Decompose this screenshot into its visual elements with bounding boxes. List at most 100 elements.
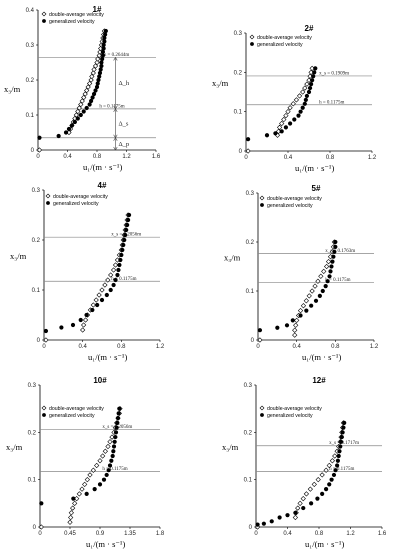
legend-marker-filled [260,203,264,207]
legend-marker-open [41,405,47,411]
data-point-double-average [87,80,93,87]
data-point-double-average [97,458,103,464]
chart-panel: 0 0.4 0.8 1.2 1.6 0 0.1 0.2 0.3 12# x₃/m u₁/(m · s⁻… [222,376,387,549]
x-tick-label: 0.45 [64,531,76,537]
data-point-generalized [96,77,101,83]
data-point-generalized [255,522,260,527]
data-point-generalized [340,430,345,435]
data-point-generalized [113,277,118,283]
data-point-generalized [87,102,92,107]
data-point-generalized [81,109,86,114]
data-point-generalized [84,312,89,318]
data-point-generalized [323,284,328,289]
data-point-generalized [337,449,342,454]
data-point-generalized [329,477,334,482]
data-point-double-average [325,258,332,265]
data-point-generalized [296,113,301,118]
data-point-double-average [82,91,88,97]
y-axis-label: x₃/m [6,442,23,452]
x-tick-label: 0.4 [63,154,72,160]
y-tick-label: 0 [33,525,37,531]
data-point-generalized [335,458,340,463]
data-point-generalized [309,303,314,308]
data-point-generalized [108,287,113,293]
legend-marker-open [45,193,51,199]
data-point-double-average [281,116,287,123]
region-arrow-up [113,56,118,61]
data-point-generalized [100,53,105,58]
data-point-double-average [304,81,310,87]
data-point-generalized [310,78,315,83]
data-point-generalized [312,70,317,75]
data-point-double-average [105,443,111,450]
data-point-generalized [116,411,121,416]
legend-marker-open [249,34,255,40]
data-point-generalized [115,420,120,425]
y-tick-label: 0.4 [26,8,35,14]
data-point-generalized [84,105,89,111]
data-point-generalized [327,482,332,487]
data-point-double-average [84,477,90,483]
data-point-double-average [108,272,114,278]
y-tick-label: 0.1 [244,478,253,484]
x-tick-label: 1.2 [346,531,355,537]
data-point-generalized [118,257,123,263]
data-point-double-average [297,500,303,506]
x-axis-label: u₁/(m · s⁻¹) [88,352,127,362]
legend-label-filled: generalized velocity [267,203,313,209]
x-tick-label: 1.2 [122,154,131,160]
data-point-generalized [309,501,314,506]
data-point-double-average [276,124,283,131]
data-point-generalized [99,63,104,69]
data-point-double-average [309,288,315,294]
data-point-double-average [38,524,44,530]
y-tick-label: 0.1 [234,110,243,116]
data-point-generalized [90,95,95,100]
chart-panel: 0 0.4 0.8 1.200.10.20.34#x₃/mu₁/(m · s⁻¹)x_… [10,181,165,362]
data-point-generalized [333,239,338,245]
data-point-generalized [342,420,347,425]
x-axis-label: u₁/(m · s⁻¹) [86,539,125,549]
data-point-double-average [82,317,89,323]
data-point-generalized [104,292,109,298]
data-point-double-average [93,297,99,303]
x-tick-label: 0.4 [292,344,301,350]
data-point-double-average [68,510,74,516]
data-point-generalized [70,322,76,328]
y-tick-label: 0.2 [32,238,41,244]
data-point-generalized [116,267,121,273]
data-point-double-average [75,108,81,115]
data-point-double-average [295,505,301,511]
data-point-generalized [300,105,305,110]
data-point-generalized [101,42,106,48]
data-point-generalized [311,74,316,79]
data-point-generalized [292,117,297,122]
data-point-generalized [43,328,49,334]
x-tick-label: 1.35 [124,531,136,537]
data-point-generalized [298,313,303,318]
data-point-double-average [321,268,327,275]
reference-line-label: x_s = 0.1763m [325,249,355,254]
data-point-generalized [293,510,298,515]
data-point-generalized [333,468,338,473]
data-point-double-average [302,85,308,91]
data-point-double-average [84,87,90,94]
data-point-double-average [96,292,102,298]
data-point-generalized [106,468,111,473]
data-point-generalized [37,135,42,140]
y-tick-label: 0.3 [246,191,255,197]
data-point-double-average [82,481,88,488]
data-point-generalized [95,81,100,86]
y-tick-label: 0 [31,148,35,154]
y-tick-label: 0 [239,149,243,155]
data-point-double-average [87,472,93,478]
y-axis-label: x₃/m [10,251,27,261]
legend-marker-filled [42,19,46,23]
data-point-double-average [85,84,91,90]
data-point-generalized [338,439,344,444]
data-point-generalized [114,425,119,430]
data-point-double-average [324,263,330,270]
y-tick-label: 0.1 [28,478,37,484]
data-point-generalized [302,101,307,106]
x-tick-label: 0.8 [331,344,340,350]
